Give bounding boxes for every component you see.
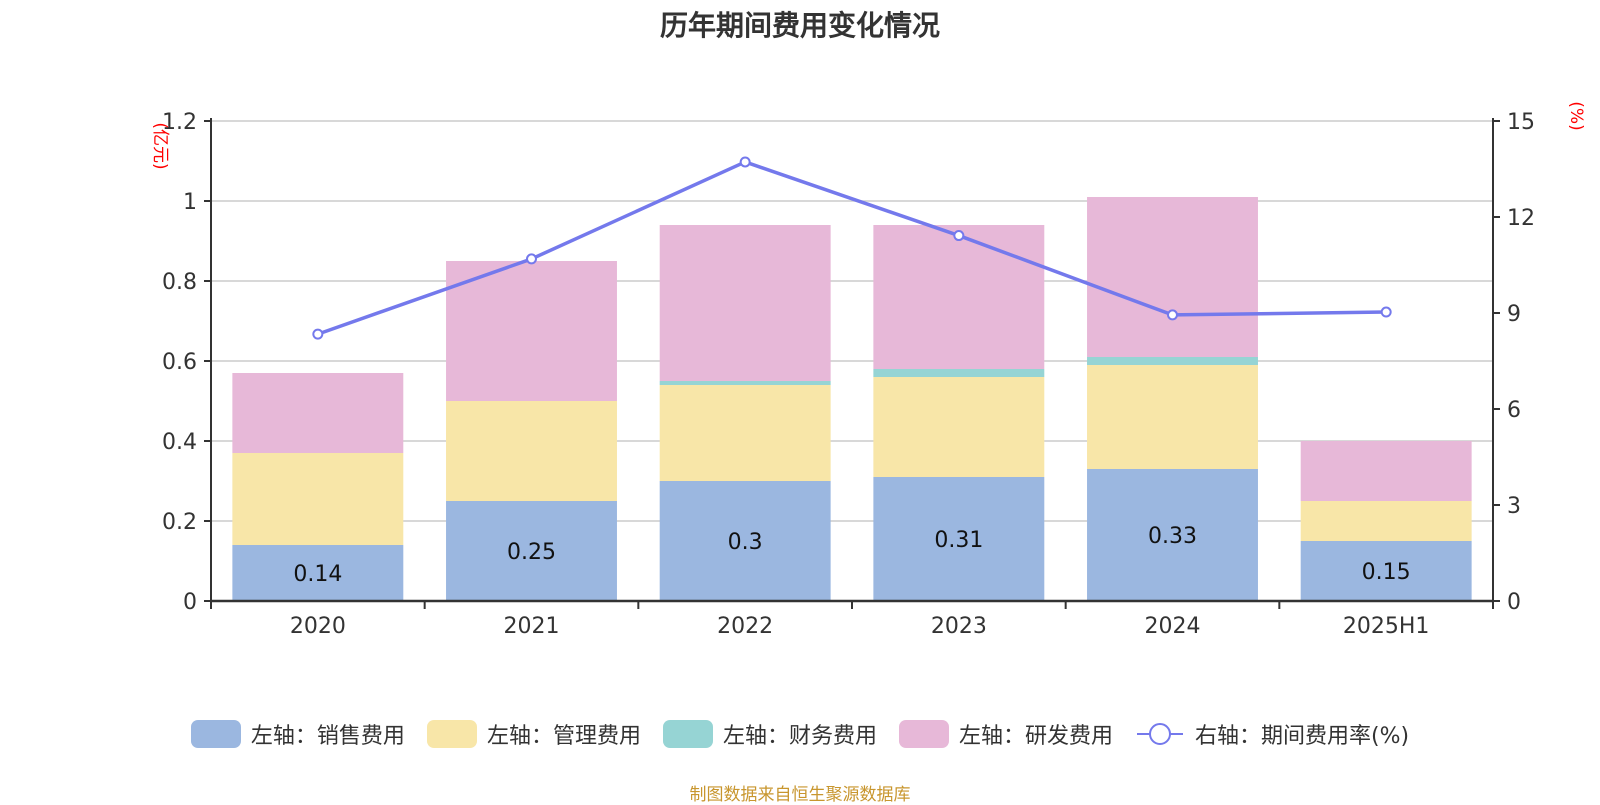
left-axis-tick-label: 0 [183,590,197,615]
legend-swatch [426,720,477,748]
bar-segment [232,453,404,545]
legend-swatch [662,720,713,748]
right-axis-tick-label: 9 [1507,302,1521,327]
right-axis-tick-label: 3 [1507,494,1521,519]
bar-segment [873,225,1045,369]
x-axis-tick-label: 2021 [504,614,560,639]
chart-title: 历年期间费用变化情况 [659,9,940,42]
bar-data-label: 0.15 [1362,560,1411,585]
bar-segment [659,385,831,481]
data-source-note: 制图数据来自恒生聚源数据库 [689,785,911,805]
left-axis-unit-label: (亿元) [150,122,170,169]
legend-label: 右轴：期间费用率(%) [1194,724,1410,749]
legend-item[interactable]: 右轴：期间费用率(%) [1135,718,1409,750]
bar-segment [1300,541,1472,601]
rate-line-path [317,160,1387,336]
bar-data-label: 0.33 [1148,524,1197,549]
bar-segment [873,369,1045,377]
bar-segment [659,481,831,601]
x-axis-tick-label: 2022 [717,614,773,639]
bar-segment [1087,469,1258,601]
bar-segment [446,261,617,401]
legend-label: 左轴：研发费用 [958,724,1113,749]
left-axis-tick-label: 0.4 [162,430,197,455]
left-axis-tick-label: 0.6 [162,350,197,375]
left-axis-tick-label: 1 [183,190,197,215]
rate-line-point [312,328,324,340]
rate-line-point [739,156,751,168]
bar-data-label: 0.31 [934,528,983,553]
bar-segment [1300,441,1472,501]
bar-segment [873,377,1045,477]
gridlines [211,120,1493,522]
rate-line-point [526,253,537,265]
legend: 左轴：销售费用 左轴：管理费用 左轴：财务费用 左轴：研发费用 右轴：期间费用率(%) [0,718,1600,750]
bar-segment [232,545,404,601]
legend-swatch [898,720,949,748]
right-axis-unit-label: (%) [1566,101,1586,130]
rate-line-point [1380,306,1392,318]
legend-label: 左轴：管理费用 [486,724,641,749]
left-axis-tick-label: 1.2 [162,110,197,135]
legend-swatch [190,720,241,748]
legend-item[interactable]: 左轴：财务费用 [662,718,877,750]
rate-line-point [1167,309,1178,321]
bar-segment [659,381,831,385]
x-axis-tick-label: 2025H1 [1343,614,1430,639]
bar-segment [659,225,831,381]
right-axis-tick-label: 12 [1507,206,1535,231]
bar-segment [446,501,617,601]
axes [204,118,1500,609]
x-axis-tick-label: 2020 [290,614,346,639]
legend-item[interactable]: 左轴：研发费用 [898,718,1113,750]
legend-line-marker-icon [1136,723,1183,745]
bars [232,197,1472,601]
right-axis-tick-label: 15 [1507,110,1535,135]
bar-segment [446,401,617,501]
legend-item[interactable]: 左轴：管理费用 [426,718,641,750]
legend-item[interactable]: 左轴：销售费用 [190,718,405,750]
left-axis-tick-label: 0.8 [162,270,197,295]
bar-segment [1300,501,1472,541]
legend-label: 左轴：销售费用 [250,724,405,749]
bar-segment [1087,365,1258,469]
bar-segment [1087,197,1258,357]
x-axis-tick-label: 2023 [931,614,987,639]
bar-data-label: 0.25 [507,540,556,565]
labels: 0 0.2 0.4 0.6 0.8 1 1.2 0 3 6 9 12 15 2020 2021 2022 202… [150,101,1586,639]
right-axis-tick-label: 6 [1507,398,1521,423]
bar-segment [1087,357,1258,365]
left-axis-tick-label: 0.2 [162,510,197,535]
bar-segment [232,373,404,453]
rate-line [312,156,1392,340]
bar-data-label: 0.14 [293,562,342,587]
rate-line-point [953,230,965,242]
x-axis-tick-label: 2024 [1145,614,1201,639]
right-axis-tick-label: 0 [1507,590,1521,615]
bar-data-label: 0.3 [728,530,763,555]
bar-segment [873,477,1045,601]
legend-label: 左轴：财务费用 [722,724,877,749]
